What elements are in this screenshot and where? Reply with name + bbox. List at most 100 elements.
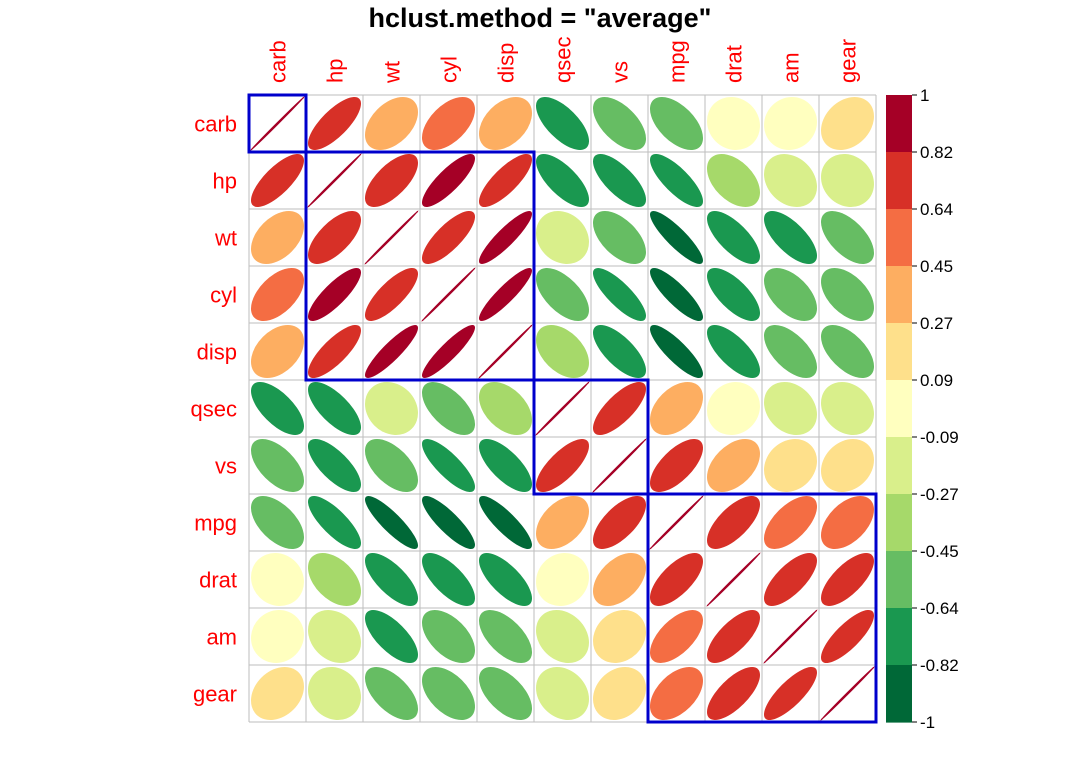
corr-ellipse-mpg-cyl (422, 496, 475, 549)
corr-ellipse-qsec-cyl (421, 381, 476, 436)
col-label-mpg: mpg (665, 40, 690, 83)
corr-ellipse-disp-carb (251, 325, 304, 378)
colorbar-tick-label: -0.45 (920, 542, 959, 561)
corr-ellipse-drat-carb (250, 552, 305, 607)
corr-ellipse-mpg-vs (593, 496, 646, 549)
corr-ellipse-wt-hp (308, 211, 361, 264)
col-label-gear: gear (836, 39, 861, 83)
corr-ellipse-qsec-vs (592, 381, 647, 436)
colorbar-segment-4 (886, 266, 912, 324)
corr-ellipse-vs-am (764, 439, 817, 492)
corr-ellipse-wt-gear (821, 211, 874, 264)
colorbar-tick-label: 0.45 (920, 257, 953, 276)
colorbar-tick-label: 0.64 (920, 200, 953, 219)
corr-ellipse-hp-disp (479, 154, 532, 207)
corr-ellipse-gear-carb (251, 667, 304, 720)
corr-ellipse-carb-mpg (650, 97, 703, 150)
colorbar-segment-11 (886, 665, 912, 723)
corr-ellipse-mpg-qsec (535, 495, 590, 550)
colorbar-segment-9 (886, 551, 912, 609)
corr-ellipse-drat-wt (365, 553, 418, 606)
corr-ellipse-mpg-wt (364, 495, 419, 550)
corr-ellipse-hp-vs (593, 154, 646, 207)
corr-ellipse-cyl-cyl (421, 267, 476, 322)
corr-ellipse-cyl-drat (707, 268, 760, 321)
corr-ellipse-drat-hp (308, 553, 361, 606)
corr-ellipse-qsec-wt (365, 382, 418, 435)
col-label-carb: carb (266, 40, 291, 83)
corr-ellipse-qsec-am (764, 382, 817, 435)
corr-ellipse-gear-disp (478, 666, 533, 721)
row-label-disp: disp (197, 340, 237, 365)
corr-ellipse-qsec-mpg (649, 381, 704, 436)
corr-ellipse-cyl-am (764, 268, 817, 321)
corr-ellipse-mpg-hp (307, 495, 362, 550)
corr-ellipse-vs-disp (479, 439, 532, 492)
corr-ellipse-am-wt (365, 610, 418, 663)
corr-ellipse-mpg-disp (479, 496, 532, 549)
corr-ellipse-carb-carb (250, 96, 305, 151)
corr-ellipse-hp-carb (250, 153, 305, 208)
corr-ellipse-hp-am (764, 154, 817, 207)
corr-ellipse-cyl-disp (478, 267, 533, 322)
corr-ellipse-wt-disp (479, 211, 532, 264)
row-label-qsec: qsec (191, 397, 237, 422)
corr-ellipse-vs-qsec (535, 438, 590, 493)
col-label-vs: vs (608, 61, 633, 83)
corr-ellipse-disp-disp (478, 324, 533, 379)
corr-ellipse-cyl-qsec (535, 267, 590, 322)
colorbar-tick-label: 0.82 (920, 143, 953, 162)
row-label-mpg: mpg (194, 511, 237, 536)
col-label-disp: disp (494, 43, 519, 83)
corr-ellipse-wt-mpg (649, 210, 704, 265)
corr-ellipse-disp-gear (820, 324, 875, 379)
corr-ellipse-drat-mpg (649, 552, 704, 607)
corr-ellipse-carb-qsec (536, 97, 589, 150)
colorbar-segment-10 (886, 608, 912, 666)
colorbar-tick-label: -0.82 (920, 656, 959, 675)
corr-ellipse-vs-drat (707, 439, 760, 492)
corr-ellipse-vs-cyl (422, 439, 475, 492)
corr-ellipse-disp-cyl (421, 324, 476, 379)
col-label-wt: wt (380, 61, 405, 84)
corr-ellipse-gear-mpg (649, 666, 704, 721)
corr-ellipse-hp-mpg (649, 153, 704, 208)
chart-title: hclust.method = "average" (369, 3, 712, 33)
corr-ellipse-gear-cyl (422, 667, 475, 720)
corr-ellipse-disp-wt (365, 325, 418, 378)
corr-ellipse-disp-hp (308, 325, 361, 378)
row-label-wt: wt (214, 226, 237, 251)
corr-ellipse-gear-gear (820, 666, 875, 721)
corr-ellipse-carb-gear (821, 97, 874, 150)
corr-ellipse-qsec-drat (706, 381, 761, 436)
corr-ellipse-hp-drat (707, 154, 760, 207)
labels-layer: carb carb hp hp wt wt cyl cyl disp disp qsec qsec vs… (191, 37, 861, 707)
colorbar-tick-label: 0.09 (920, 371, 953, 390)
corr-ellipse-mpg-gear (820, 495, 875, 550)
colorbar-tick-label: 0.27 (920, 314, 953, 333)
corr-ellipse-carb-am (764, 97, 817, 150)
colorbar-segment-7 (886, 437, 912, 495)
colorbar-segment-3 (886, 209, 912, 267)
corr-ellipse-vs-vs (592, 438, 647, 493)
colorbar-segment-1 (886, 95, 912, 153)
corr-ellipse-carb-hp (307, 96, 362, 151)
col-label-drat: drat (722, 45, 747, 83)
corr-ellipse-disp-qsec (535, 324, 590, 379)
cluster-rect-4 (646, 492, 878, 724)
corr-ellipse-wt-vs (593, 211, 646, 264)
corr-ellipse-mpg-drat (706, 495, 761, 550)
colorbar-tick-label: -0.09 (920, 428, 959, 447)
corr-ellipse-vs-wt (365, 439, 418, 492)
col-label-qsec: qsec (551, 37, 576, 83)
row-label-am: am (206, 625, 237, 650)
corr-ellipse-am-qsec (536, 610, 589, 663)
col-label-hp: hp (323, 59, 348, 83)
corr-ellipse-mpg-am (764, 496, 817, 549)
corr-ellipse-gear-hp (307, 666, 362, 721)
corr-ellipse-am-drat (707, 610, 760, 663)
corr-ellipse-drat-cyl (422, 553, 475, 606)
corr-ellipse-drat-drat (706, 552, 761, 607)
corr-ellipse-drat-disp (479, 553, 532, 606)
corr-ellipse-cyl-wt (364, 267, 419, 322)
